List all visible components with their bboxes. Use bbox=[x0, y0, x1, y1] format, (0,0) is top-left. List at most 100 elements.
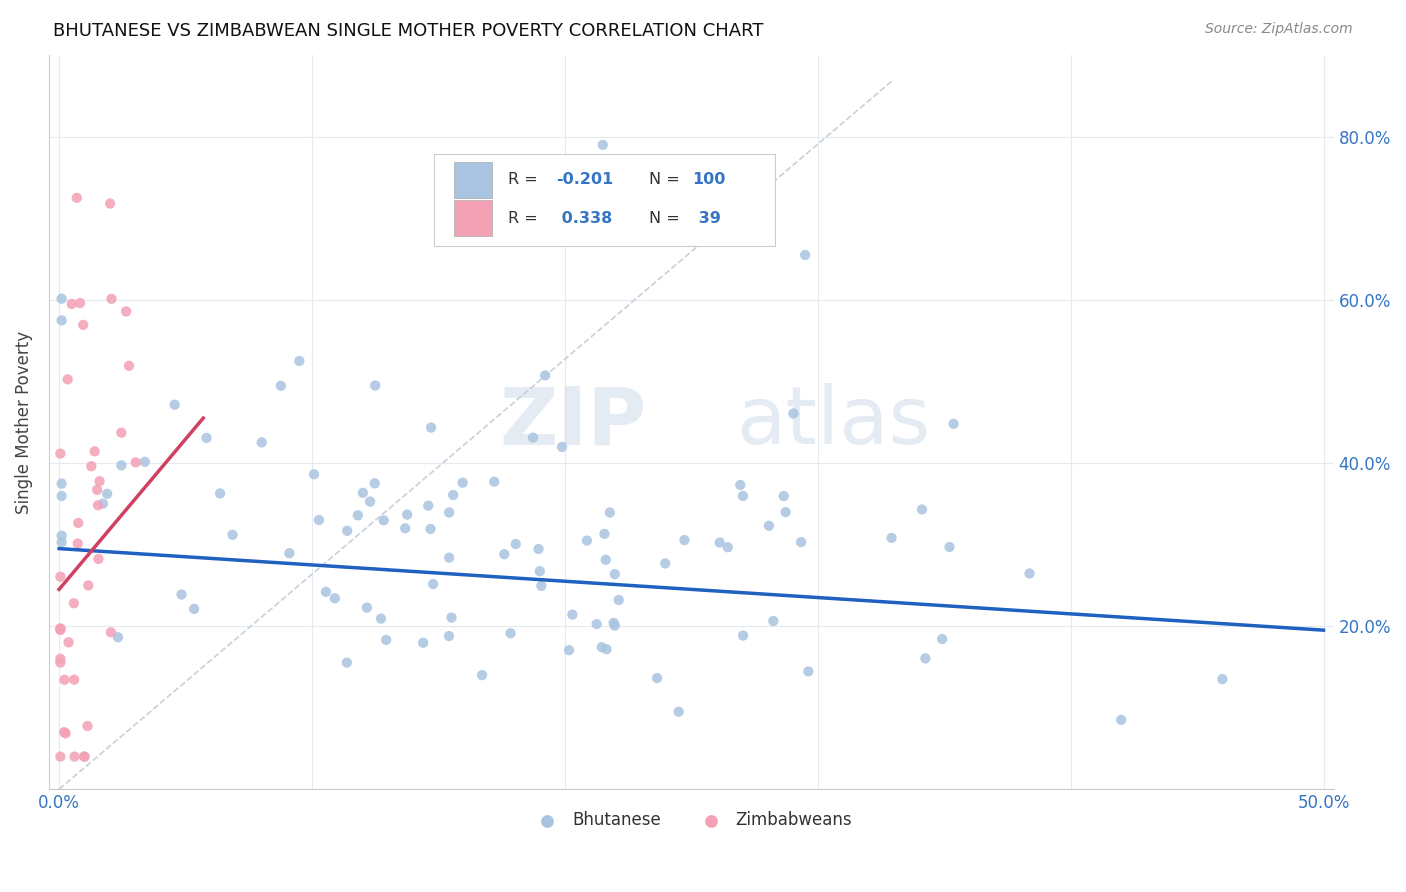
Point bbox=[221, 528, 243, 542]
Point bbox=[585, 617, 607, 632]
Point bbox=[195, 431, 218, 445]
Point bbox=[551, 440, 574, 454]
Point bbox=[419, 522, 441, 536]
Point bbox=[733, 629, 755, 643]
Point bbox=[942, 417, 965, 431]
Point bbox=[527, 541, 550, 556]
Point bbox=[668, 705, 690, 719]
Point bbox=[66, 191, 89, 205]
Point bbox=[772, 489, 794, 503]
Point bbox=[394, 521, 416, 535]
Point bbox=[494, 547, 516, 561]
Point bbox=[418, 499, 440, 513]
Point bbox=[484, 475, 506, 489]
Point bbox=[118, 359, 141, 373]
Point bbox=[87, 498, 110, 512]
Legend: Bhutanese, Zimbabweans: Bhutanese, Zimbabweans bbox=[523, 805, 859, 836]
Point bbox=[56, 372, 79, 386]
Point bbox=[49, 656, 72, 670]
Point bbox=[89, 474, 111, 488]
Point bbox=[170, 588, 193, 602]
Point bbox=[758, 518, 780, 533]
Point bbox=[51, 489, 73, 503]
Point bbox=[347, 508, 370, 523]
Point bbox=[364, 476, 387, 491]
Point bbox=[762, 614, 785, 628]
Text: 39: 39 bbox=[693, 211, 720, 226]
Point bbox=[373, 513, 395, 527]
Point bbox=[607, 593, 630, 607]
Text: N =: N = bbox=[650, 172, 679, 187]
Point bbox=[51, 313, 73, 327]
Point bbox=[437, 506, 460, 520]
Point bbox=[790, 535, 813, 549]
Point bbox=[356, 600, 378, 615]
Point bbox=[336, 656, 359, 670]
Point bbox=[441, 488, 464, 502]
Point bbox=[645, 671, 668, 685]
Point bbox=[782, 407, 804, 421]
Point bbox=[115, 304, 138, 318]
Point bbox=[522, 431, 544, 445]
Point bbox=[163, 398, 186, 412]
Point bbox=[599, 506, 621, 520]
Point bbox=[731, 489, 754, 503]
Point bbox=[420, 420, 443, 434]
Point bbox=[100, 625, 122, 640]
Point bbox=[80, 459, 103, 474]
Point bbox=[451, 475, 474, 490]
Point bbox=[603, 567, 626, 582]
Point bbox=[437, 550, 460, 565]
Point bbox=[270, 378, 292, 392]
Point bbox=[63, 596, 86, 610]
Point bbox=[58, 635, 80, 649]
Point bbox=[396, 508, 419, 522]
Point bbox=[51, 292, 73, 306]
Text: R =: R = bbox=[508, 172, 543, 187]
Point bbox=[561, 607, 583, 622]
Point bbox=[53, 673, 76, 687]
Point bbox=[98, 196, 121, 211]
Point bbox=[72, 318, 94, 332]
Point bbox=[575, 533, 598, 548]
Point bbox=[352, 485, 374, 500]
Point bbox=[49, 622, 72, 636]
Text: BHUTANESE VS ZIMBABWEAN SINGLE MOTHER POVERTY CORRELATION CHART: BHUTANESE VS ZIMBABWEAN SINGLE MOTHER PO… bbox=[53, 22, 763, 40]
Point bbox=[558, 643, 581, 657]
Point bbox=[63, 749, 86, 764]
Point bbox=[49, 570, 72, 584]
Point bbox=[1109, 713, 1132, 727]
Text: -0.201: -0.201 bbox=[557, 172, 613, 187]
Point bbox=[471, 668, 494, 682]
Point bbox=[654, 557, 676, 571]
Point bbox=[440, 610, 463, 624]
Point bbox=[49, 652, 72, 666]
FancyBboxPatch shape bbox=[454, 200, 492, 236]
Text: R =: R = bbox=[508, 211, 543, 226]
Point bbox=[83, 444, 105, 458]
Point bbox=[69, 296, 91, 310]
FancyBboxPatch shape bbox=[454, 161, 492, 198]
Point bbox=[1018, 566, 1040, 581]
Point bbox=[931, 632, 953, 646]
Y-axis label: Single Mother Poverty: Single Mother Poverty bbox=[15, 331, 32, 514]
Text: 0.338: 0.338 bbox=[557, 211, 613, 226]
Point bbox=[66, 536, 89, 550]
Point bbox=[87, 552, 110, 566]
Point bbox=[51, 535, 73, 549]
Point bbox=[49, 749, 72, 764]
Point bbox=[209, 486, 232, 500]
Point bbox=[183, 602, 205, 616]
Point bbox=[49, 622, 72, 636]
Point bbox=[323, 591, 346, 606]
Point bbox=[73, 749, 96, 764]
Text: 100: 100 bbox=[693, 172, 725, 187]
Point bbox=[49, 623, 72, 637]
Point bbox=[110, 458, 132, 473]
Point bbox=[308, 513, 330, 527]
Point bbox=[49, 447, 72, 461]
Point bbox=[914, 651, 936, 665]
Point bbox=[250, 435, 273, 450]
Text: Source: ZipAtlas.com: Source: ZipAtlas.com bbox=[1205, 22, 1353, 37]
Point bbox=[91, 497, 114, 511]
